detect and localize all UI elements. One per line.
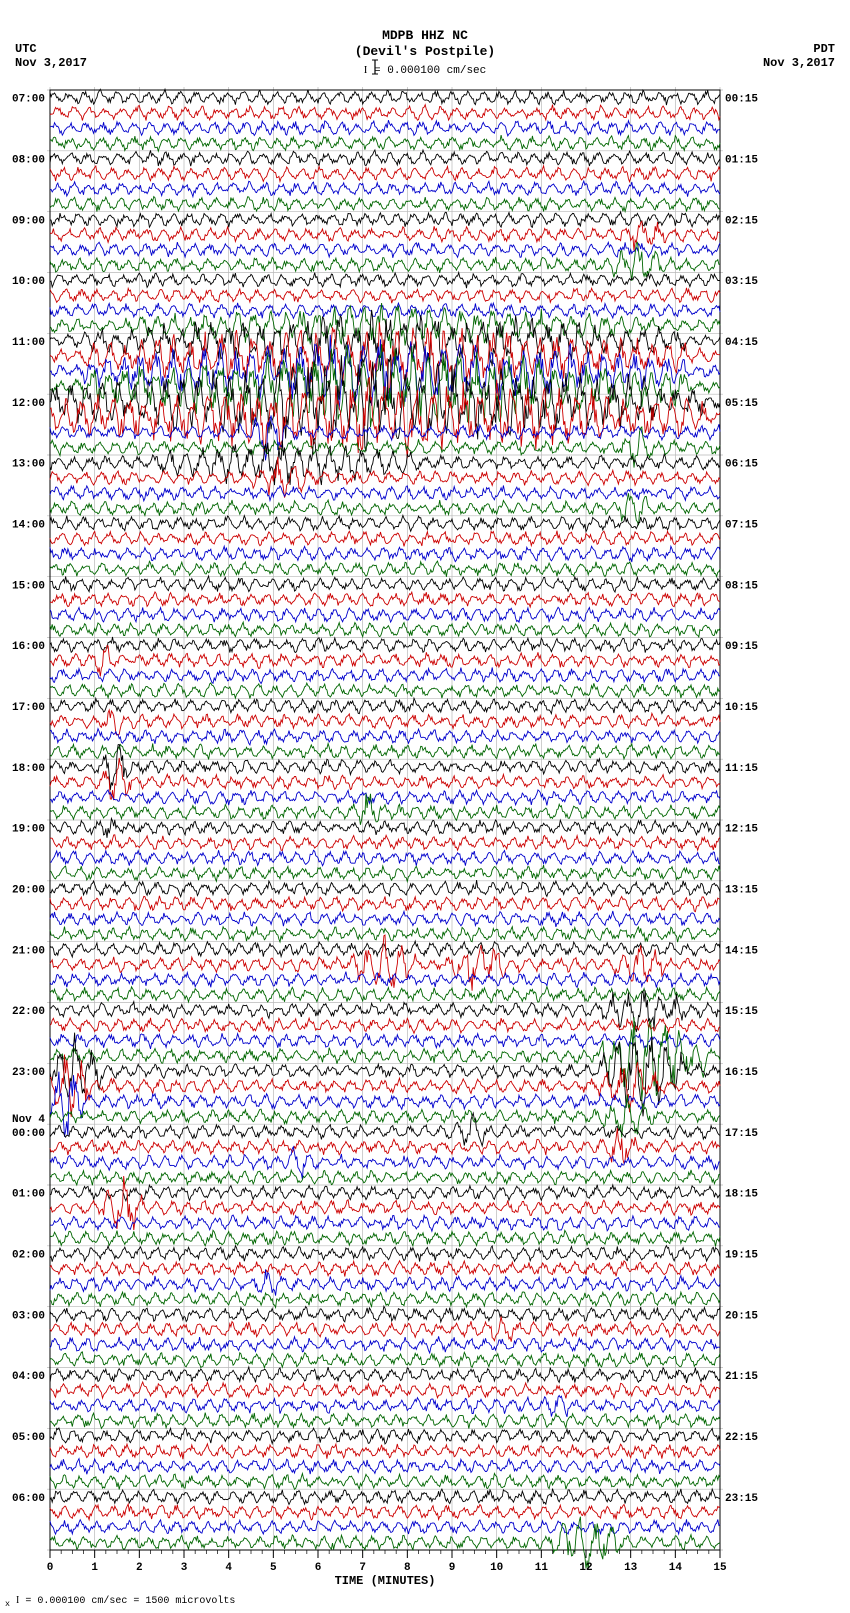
svg-text:22:00: 22:00 [12,1006,45,1018]
svg-text:21:00: 21:00 [12,945,45,957]
svg-text:09:00: 09:00 [12,215,45,227]
svg-text:10: 10 [490,1562,503,1574]
svg-text:07:15: 07:15 [725,519,758,531]
svg-text:14:15: 14:15 [725,945,758,957]
svg-text:6: 6 [315,1562,322,1574]
svg-text:23:15: 23:15 [725,1493,758,1505]
svg-text:12:15: 12:15 [725,824,758,836]
station-code: MDPB HHZ NC [0,28,850,43]
svg-text:10:15: 10:15 [725,702,758,714]
svg-text:01:00: 01:00 [12,1189,45,1201]
svg-text:12:00: 12:00 [12,398,45,410]
svg-text:05:00: 05:00 [12,1432,45,1444]
svg-text:13: 13 [624,1562,638,1574]
svg-text:02:00: 02:00 [12,1249,45,1261]
svg-text:0: 0 [47,1562,54,1574]
svg-text:1: 1 [91,1562,98,1574]
svg-text:14:00: 14:00 [12,519,45,531]
seismogram-container: UTC Nov 3,2017 PDT Nov 3,2017 MDPB HHZ N… [0,0,850,1613]
svg-text:19:15: 19:15 [725,1249,758,1261]
svg-text:23:00: 23:00 [12,1067,45,1079]
svg-text:06:15: 06:15 [725,459,758,471]
svg-text:17:15: 17:15 [725,1128,758,1140]
svg-text:12: 12 [579,1562,592,1574]
svg-text:04:00: 04:00 [12,1371,45,1383]
svg-text:03:15: 03:15 [725,276,758,288]
svg-text:00:00: 00:00 [12,1128,45,1140]
svg-text:05:15: 05:15 [725,398,758,410]
svg-text:02:15: 02:15 [725,215,758,227]
svg-text:Nov 4: Nov 4 [12,1114,45,1126]
svg-text:16:15: 16:15 [725,1067,758,1079]
svg-text:07:00: 07:00 [12,94,45,106]
svg-text:20:15: 20:15 [725,1310,758,1322]
svg-text:11: 11 [535,1562,549,1574]
scale-bar-label: I = 0.000100 cm/sec [0,64,850,77]
svg-text:22:15: 22:15 [725,1432,758,1444]
svg-text:8: 8 [404,1562,411,1574]
svg-text:11:15: 11:15 [725,763,758,775]
svg-text:7: 7 [359,1562,366,1574]
svg-text:13:00: 13:00 [12,459,45,471]
svg-text:15:00: 15:00 [12,580,45,592]
svg-text:10:00: 10:00 [12,276,45,288]
footer-legend: x I = 0.000100 cm/sec = 1500 microvolts [5,1595,235,1609]
svg-text:20:00: 20:00 [12,884,45,896]
svg-text:01:15: 01:15 [725,154,758,166]
svg-text:TIME (MINUTES): TIME (MINUTES) [335,1574,436,1588]
svg-text:04:15: 04:15 [725,337,758,349]
svg-text:14: 14 [669,1562,683,1574]
svg-text:5: 5 [270,1562,277,1574]
svg-text:3: 3 [181,1562,188,1574]
svg-text:03:00: 03:00 [12,1310,45,1322]
svg-text:18:00: 18:00 [12,763,45,775]
svg-text:9: 9 [449,1562,456,1574]
svg-text:4: 4 [225,1562,232,1574]
svg-text:06:00: 06:00 [12,1493,45,1505]
svg-text:11:00: 11:00 [12,337,45,349]
svg-text:13:15: 13:15 [725,884,758,896]
svg-text:08:00: 08:00 [12,154,45,166]
svg-text:15: 15 [713,1562,727,1574]
svg-text:15:15: 15:15 [725,1006,758,1018]
station-name: (Devil's Postpile) [0,44,850,59]
svg-text:17:00: 17:00 [12,702,45,714]
svg-text:18:15: 18:15 [725,1189,758,1201]
svg-text:09:15: 09:15 [725,641,758,653]
seismogram-plot: 07:00 08:00 09:00 10:00 11:00 12:00 13:00 14:00… [0,0,850,1613]
svg-text:2: 2 [136,1562,143,1574]
svg-text:19:00: 19:00 [12,824,45,836]
svg-text:00:15: 00:15 [725,94,758,106]
svg-text:08:15: 08:15 [725,580,758,592]
svg-text:16:00: 16:00 [12,641,45,653]
svg-text:21:15: 21:15 [725,1371,758,1383]
